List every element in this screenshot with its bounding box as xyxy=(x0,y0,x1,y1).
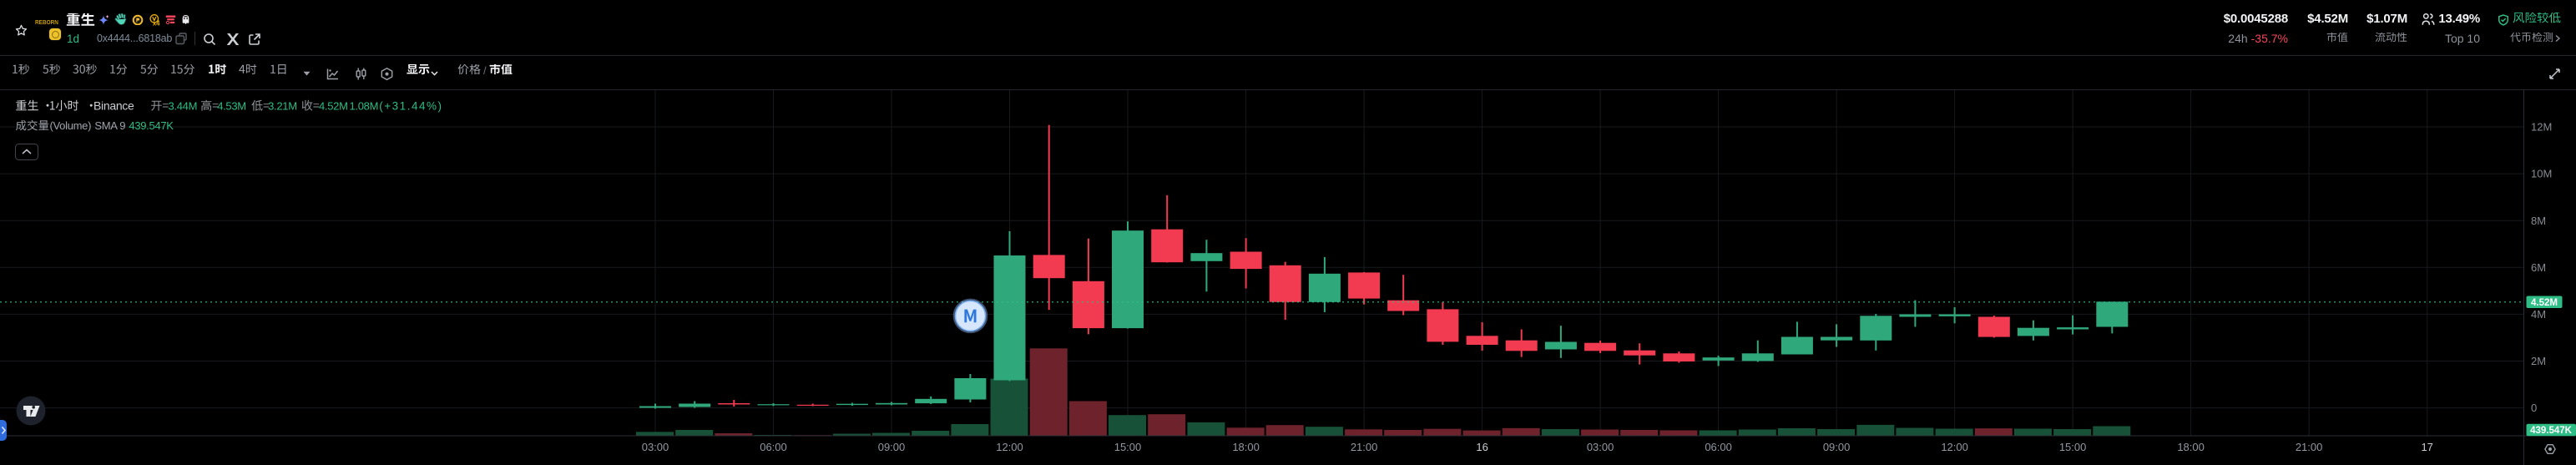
svg-text:09:00: 09:00 xyxy=(878,441,906,453)
svg-text:SMA 9: SMA 9 xyxy=(94,119,125,132)
svg-text:12:00: 12:00 xyxy=(1941,441,1968,453)
svg-text:x4: x4 xyxy=(152,19,159,25)
svg-text:18:00: 18:00 xyxy=(2177,441,2205,453)
svg-text:0: 0 xyxy=(2531,402,2537,414)
svg-text:06:00: 06:00 xyxy=(760,441,787,453)
svg-text:439.547K: 439.547K xyxy=(2530,426,2573,436)
svg-text:(Volume): (Volume) xyxy=(50,119,92,132)
svg-text:12M: 12M xyxy=(2531,121,2552,134)
svg-text:3.21M: 3.21M xyxy=(268,100,297,113)
svg-text:12:00: 12:00 xyxy=(996,441,1023,453)
svg-text:21:00: 21:00 xyxy=(1351,441,1378,453)
svg-text:16: 16 xyxy=(1476,441,1488,453)
svg-text:4.52M: 4.52M xyxy=(2531,298,2558,308)
svg-text:17: 17 xyxy=(2421,441,2432,453)
svg-text:15:00: 15:00 xyxy=(1114,441,1142,453)
svg-text:1.08M: 1.08M xyxy=(350,100,379,113)
svg-text:8M: 8M xyxy=(2531,215,2546,227)
svg-text:06:00: 06:00 xyxy=(1705,441,1732,453)
svg-text:(+31.44%): (+31.44%) xyxy=(379,100,442,113)
svg-text:4M: 4M xyxy=(2531,308,2546,321)
svg-text:4.52M: 4.52M xyxy=(319,100,348,113)
svg-text:09:00: 09:00 xyxy=(1823,441,1851,453)
svg-text:3.44M: 3.44M xyxy=(169,100,198,113)
svg-text:21:00: 21:00 xyxy=(2296,441,2323,453)
svg-text:2M: 2M xyxy=(2531,355,2546,367)
svg-text:439.547K: 439.547K xyxy=(129,119,174,132)
svg-text:6M: 6M xyxy=(2531,261,2546,274)
svg-text:10M: 10M xyxy=(2531,168,2552,180)
svg-text:4.53M: 4.53M xyxy=(217,100,246,113)
svg-text:03:00: 03:00 xyxy=(642,441,669,453)
svg-text:03:00: 03:00 xyxy=(1587,441,1614,453)
svg-text:15:00: 15:00 xyxy=(2059,441,2087,453)
svg-text:18:00: 18:00 xyxy=(1232,441,1260,453)
svg-text:Binance: Binance xyxy=(93,99,134,113)
